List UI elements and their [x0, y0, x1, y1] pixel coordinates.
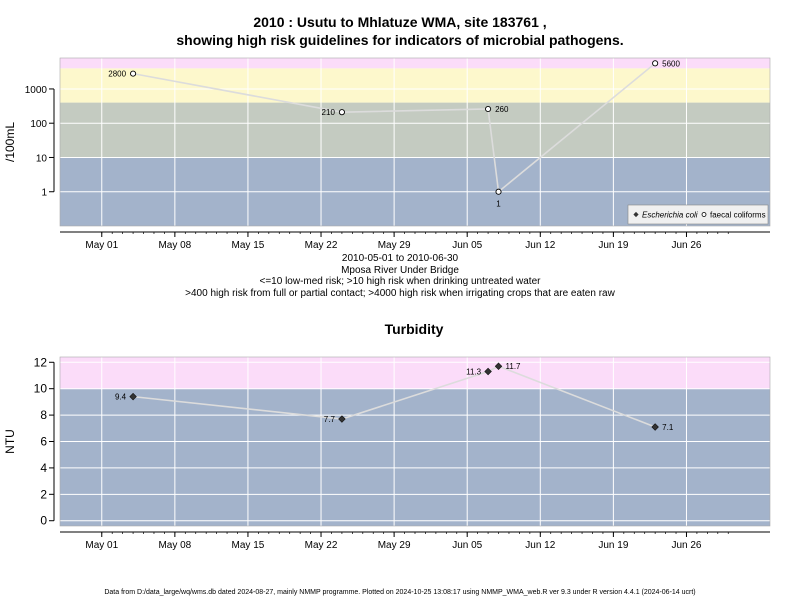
risk-band — [60, 58, 770, 69]
chart-title: Turbidity — [385, 321, 444, 337]
y-tick-label: 12 — [34, 355, 48, 369]
x-tick-label: May 29 — [378, 240, 411, 251]
data-label: 5600 — [662, 59, 680, 68]
y-tick-label: 10 — [34, 382, 48, 396]
x-tick-label: Jun 05 — [452, 540, 482, 551]
y-tick-label: 2 — [40, 487, 47, 501]
risk-band — [60, 102, 770, 158]
chart-title-line2: showing high risk guidelines for indicat… — [176, 32, 624, 48]
x-tick-label: May 08 — [158, 540, 191, 551]
risk-band — [60, 68, 770, 103]
x-tick-label: Jun 12 — [525, 540, 555, 551]
x-tick-label: May 22 — [305, 540, 338, 551]
chart-title-line1: 2010 : Usutu to Mhlatuze WMA, site 18376… — [253, 14, 547, 30]
data-point — [652, 60, 659, 67]
data-label: 260 — [495, 105, 509, 114]
data-label: 11.3 — [466, 368, 482, 377]
data-point — [338, 109, 345, 116]
legend: Escherichia coli faecal coliforms — [627, 204, 769, 225]
x-tick-label: May 29 — [378, 540, 411, 551]
y-axis-label: /100mL — [3, 122, 17, 162]
y-tick-label: 4 — [40, 461, 47, 475]
risk-band — [60, 388, 770, 526]
x-tick-label: Jun 26 — [671, 240, 701, 251]
data-label: 210 — [322, 108, 336, 117]
data-label: 11.7 — [506, 362, 522, 371]
x-tick-label: May 01 — [85, 540, 118, 551]
x-tick-label: Jun 26 — [671, 540, 701, 551]
data-point — [651, 423, 659, 431]
y-tick-label: 100 — [30, 119, 47, 130]
y-axis-label: NTU — [3, 429, 17, 454]
data-point — [494, 362, 503, 370]
x-tick-label: May 15 — [232, 540, 265, 551]
plot-border — [59, 356, 771, 527]
data-label: 7.1 — [662, 423, 674, 432]
legend-marker-faecal — [701, 212, 707, 217]
footer-note: Data from D:/data_large/wq/wms.db dated … — [104, 589, 696, 596]
guideline-text-1: <=10 low-med risk; >10 high risk when dr… — [259, 276, 541, 287]
legend-marker-ecoli — [633, 211, 639, 218]
data-point — [129, 392, 137, 401]
x-tick-label: May 01 — [85, 240, 118, 251]
legend-label-faecal: faecal coliforms — [710, 211, 766, 220]
data-label: 2800 — [108, 70, 126, 79]
data-label: 1 — [496, 200, 501, 209]
data-label: 9.4 — [115, 393, 127, 402]
x-tick-label: May 08 — [158, 240, 191, 251]
legend-box — [627, 204, 769, 225]
x-tick-label: Jun 19 — [598, 240, 628, 251]
data-point — [485, 105, 492, 113]
data-point — [495, 188, 502, 195]
x-tick-label: May 15 — [232, 240, 265, 251]
guideline-text-2: >400 high risk from full or partial cont… — [185, 287, 615, 299]
data-label: 7.7 — [324, 415, 336, 424]
data-point — [338, 415, 346, 423]
y-tick-label: 0 — [40, 514, 47, 528]
site-name-label: Mposa River Under Bridge — [341, 264, 459, 276]
data-point — [484, 367, 492, 376]
y-tick-label: 1 — [41, 188, 47, 199]
legend-label-ecoli: Escherichia coli — [642, 211, 698, 220]
data-point — [130, 70, 137, 77]
y-tick-label: 8 — [40, 408, 47, 422]
y-tick-label: 10 — [36, 153, 48, 164]
date-range-label: 2010-05-01 to 2010-06-30 — [341, 253, 459, 264]
y-tick-label: 6 — [40, 435, 47, 449]
x-tick-label: Jun 19 — [598, 540, 628, 551]
x-tick-label: Jun 12 — [525, 240, 555, 251]
y-tick-label: 1000 — [25, 85, 48, 96]
x-tick-label: Jun 05 — [452, 240, 482, 251]
x-tick-label: May 22 — [305, 240, 338, 251]
risk-band — [60, 357, 770, 389]
plot-border — [59, 57, 771, 227]
